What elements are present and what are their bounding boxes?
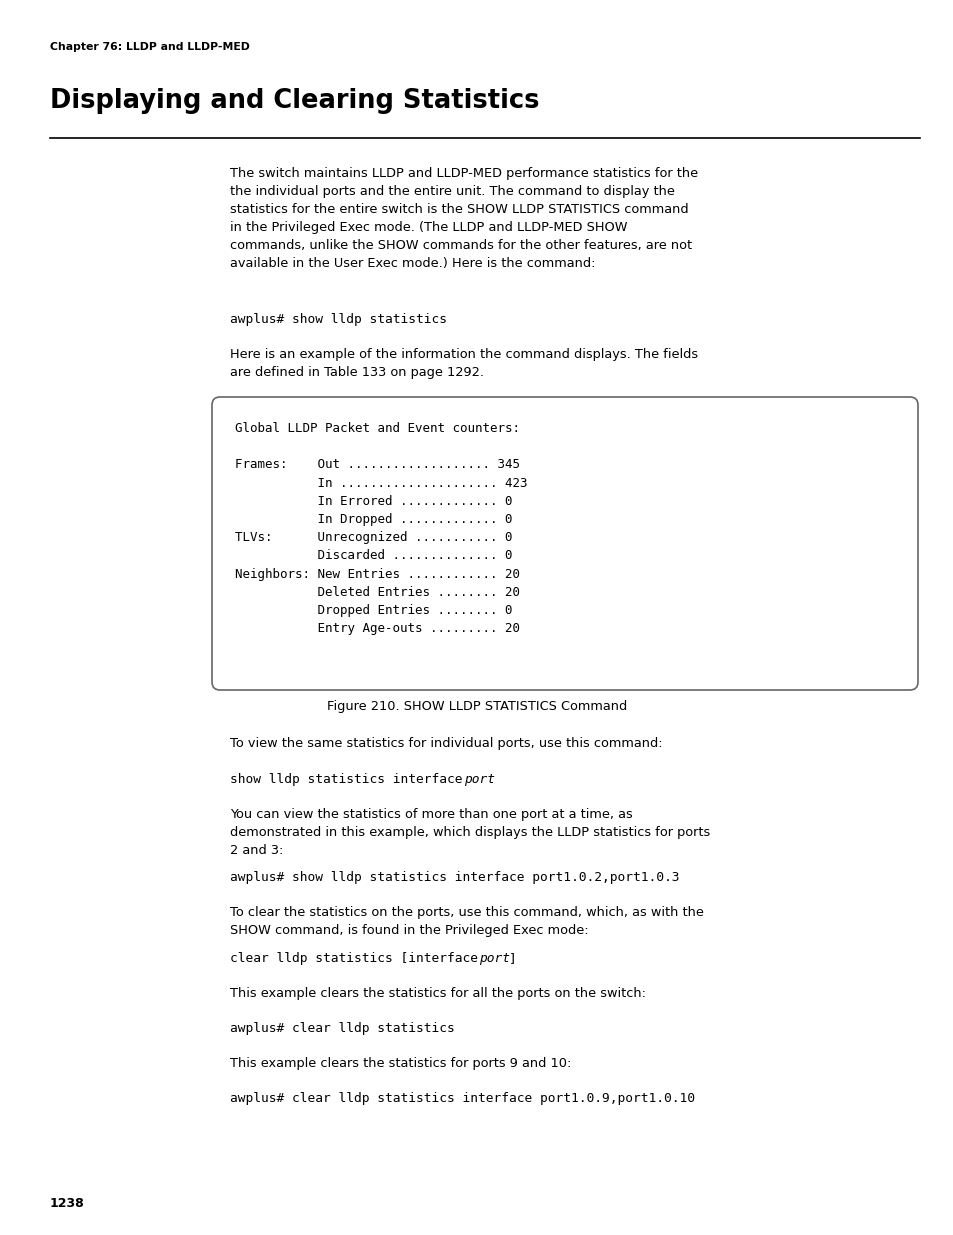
Text: awplus# clear lldp statistics interface port1.0.9,port1.0.10: awplus# clear lldp statistics interface … — [230, 1092, 695, 1105]
FancyBboxPatch shape — [212, 396, 917, 690]
Text: The switch maintains LLDP and LLDP-MED performance statistics for the
the indivi: The switch maintains LLDP and LLDP-MED p… — [230, 167, 698, 270]
Text: You can view the statistics of more than one port at a time, as
demonstrated in : You can view the statistics of more than… — [230, 808, 709, 857]
Text: awplus# show lldp statistics: awplus# show lldp statistics — [230, 312, 447, 326]
Text: show lldp statistics interface: show lldp statistics interface — [230, 773, 470, 785]
Text: Figure 210. SHOW LLDP STATISTICS Command: Figure 210. SHOW LLDP STATISTICS Command — [327, 700, 626, 713]
Text: To clear the statistics on the ports, use this command, which, as with the
SHOW : To clear the statistics on the ports, us… — [230, 906, 703, 937]
Text: Displaying and Clearing Statistics: Displaying and Clearing Statistics — [50, 88, 539, 114]
Text: clear lldp statistics [interface: clear lldp statistics [interface — [230, 952, 485, 965]
Text: Global LLDP Packet and Event counters:

Frames:    Out ................... 345
 : Global LLDP Packet and Event counters: F… — [234, 422, 527, 635]
Text: This example clears the statistics for all the ports on the switch:: This example clears the statistics for a… — [230, 987, 645, 1000]
Text: Here is an example of the information the command displays. The fields
are defin: Here is an example of the information th… — [230, 348, 698, 379]
Text: Chapter 76: LLDP and LLDP-MED: Chapter 76: LLDP and LLDP-MED — [50, 42, 250, 52]
Text: port: port — [478, 952, 510, 965]
Text: To view the same statistics for individual ports, use this command:: To view the same statistics for individu… — [230, 737, 662, 750]
Text: This example clears the statistics for ports 9 and 10:: This example clears the statistics for p… — [230, 1057, 571, 1070]
Text: awplus# show lldp statistics interface port1.0.2,port1.0.3: awplus# show lldp statistics interface p… — [230, 871, 679, 884]
Text: ]: ] — [509, 952, 517, 965]
Text: awplus# clear lldp statistics: awplus# clear lldp statistics — [230, 1023, 455, 1035]
Text: port: port — [463, 773, 495, 785]
Text: 1238: 1238 — [50, 1197, 85, 1210]
